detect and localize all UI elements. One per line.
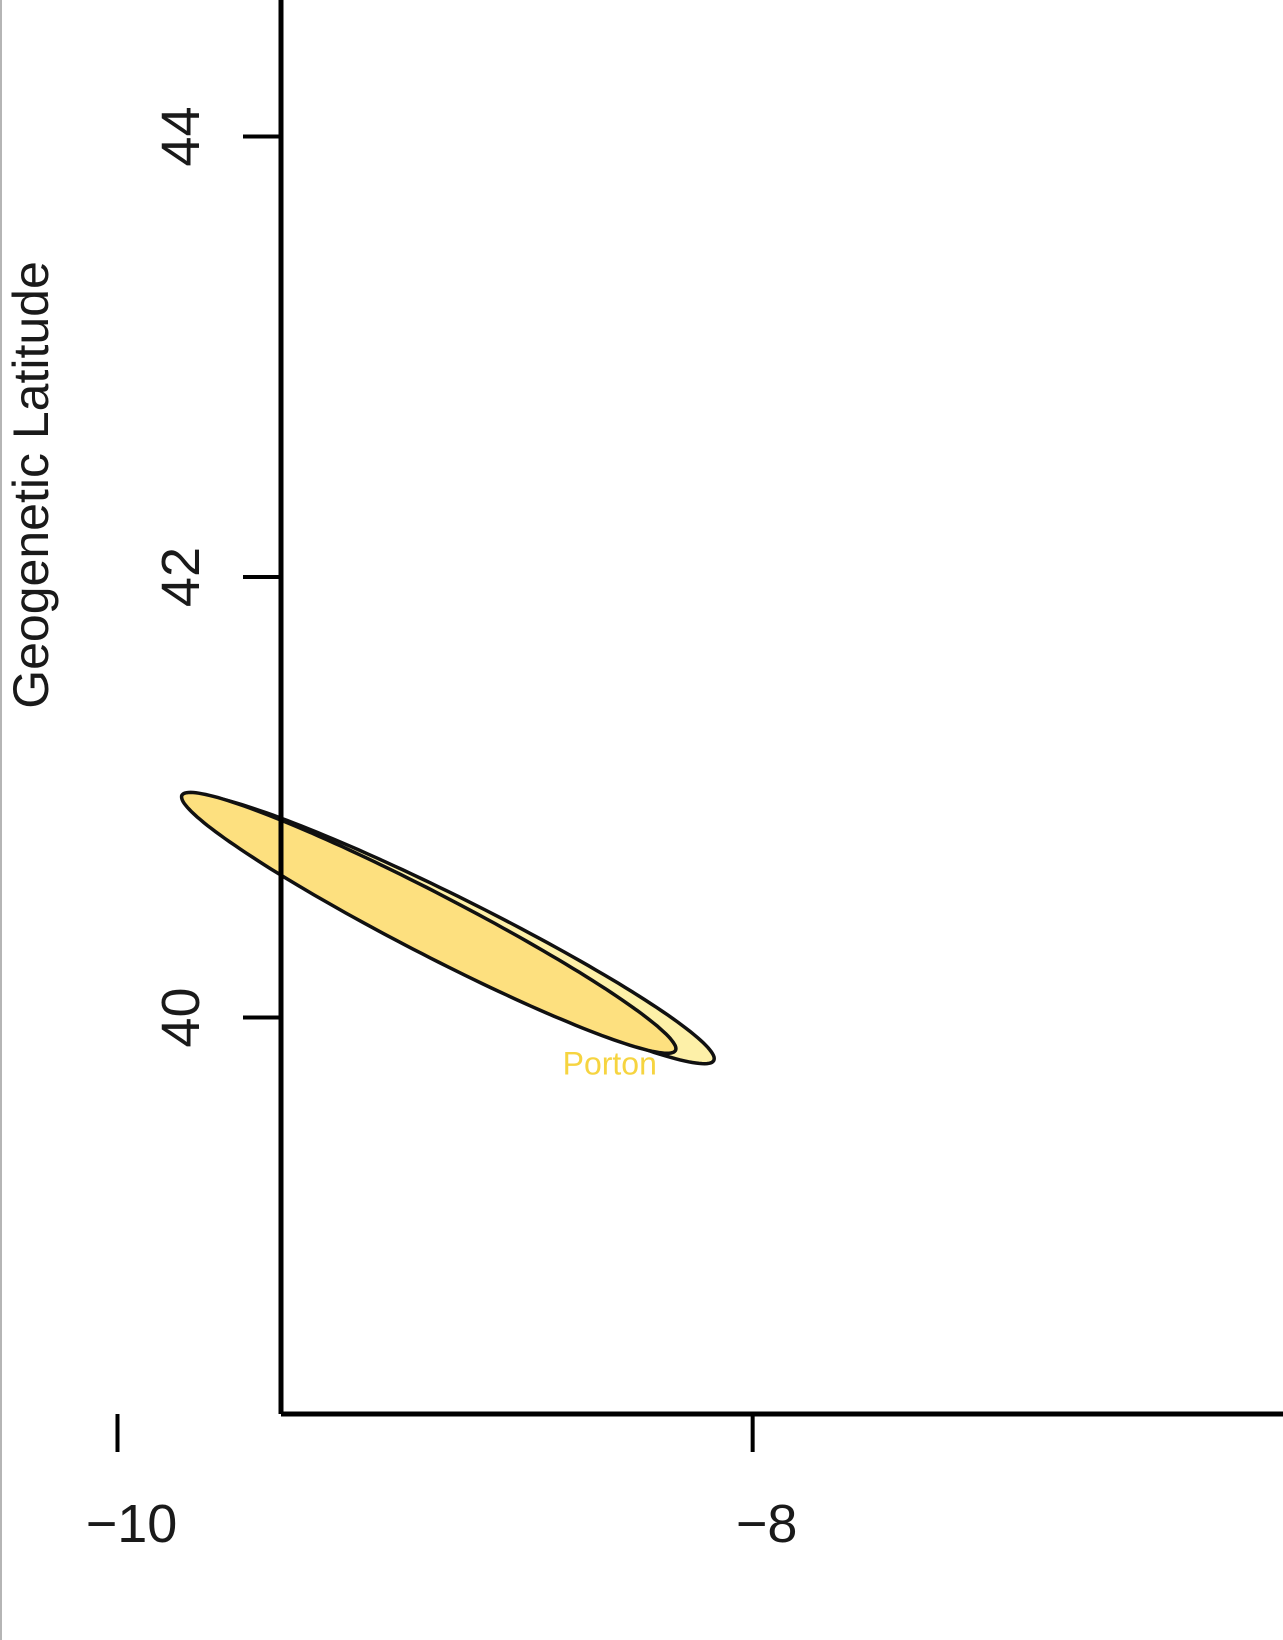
- y-tick-label: 44: [151, 107, 211, 167]
- ellipses-layer: [179, 790, 716, 1066]
- confidence-ellipse-2: [179, 790, 678, 1056]
- x-ticks: −10−8−6: [86, 1414, 798, 1554]
- y-tick-label: 42: [151, 547, 211, 607]
- point-label-1: Porton: [563, 1045, 657, 1081]
- y-ticks: 40 42 44: [151, 107, 281, 1048]
- y-axis-label: Geogenetic Latitude: [3, 261, 59, 709]
- point-labels-layer: Porton: [563, 1045, 657, 1081]
- y-tick-label: 40: [151, 988, 211, 1048]
- x-tick-label: −10: [86, 1494, 178, 1554]
- x-tick-label: −8: [736, 1494, 798, 1554]
